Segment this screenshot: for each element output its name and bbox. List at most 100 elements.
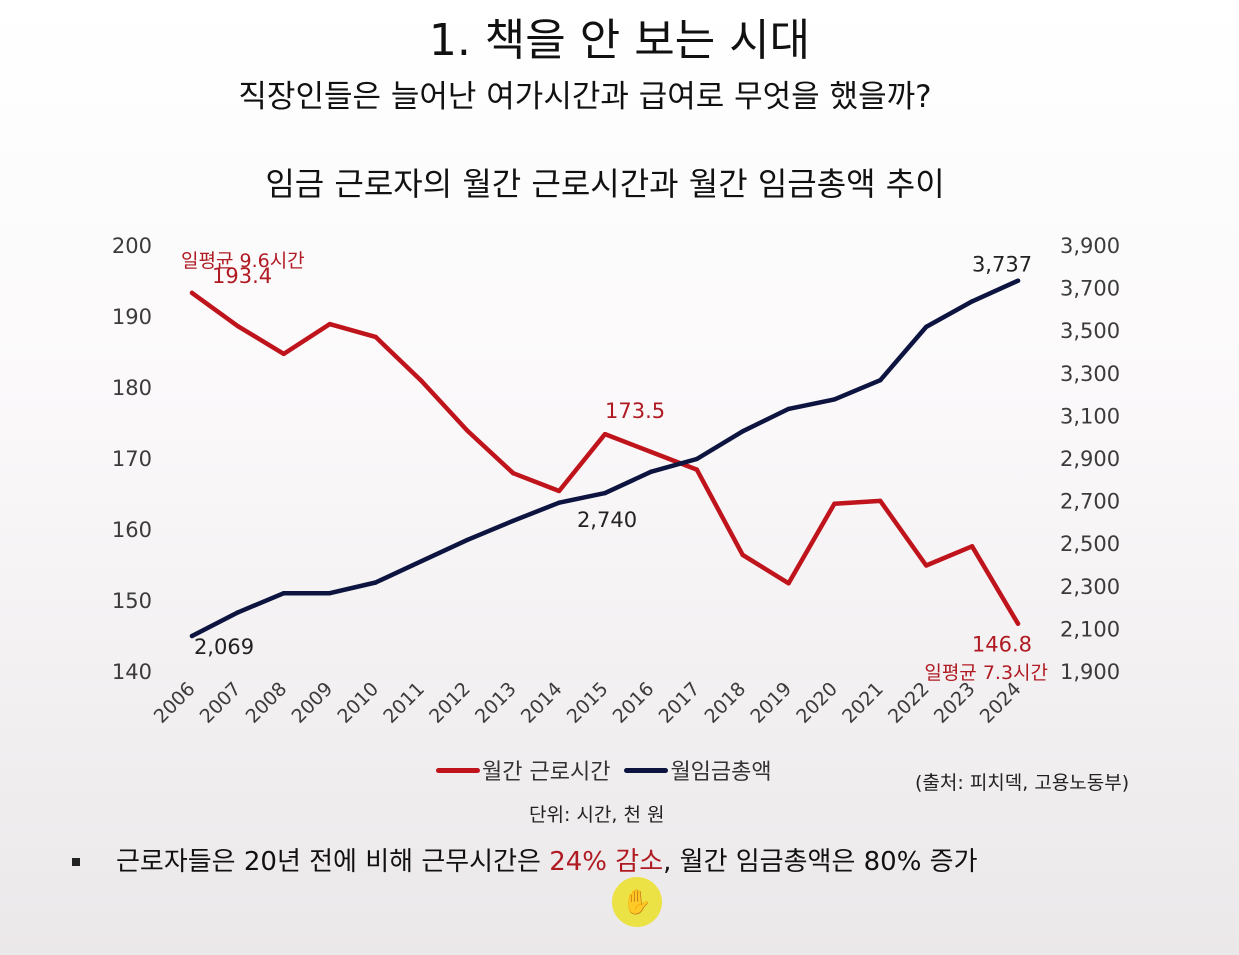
data-point-hours [327, 321, 332, 327]
data-point-hours [373, 334, 378, 340]
x-tick-label: 2013 [471, 678, 521, 728]
data-point-hours [740, 552, 745, 558]
x-tick-label: 2008 [242, 678, 292, 728]
data-point-wage [556, 500, 562, 505]
data-point-hours [556, 488, 562, 494]
data-point-hours [786, 581, 791, 586]
x-tick-label: 2022 [884, 678, 934, 728]
data-point-wage [648, 469, 654, 474]
y-left-tick-label: 170 [112, 447, 152, 471]
data-point-wage [924, 324, 929, 330]
x-tick-label: 2023 [930, 678, 980, 728]
y-left-tick-label: 150 [112, 589, 152, 613]
y-left-tick-label: 190 [112, 305, 152, 329]
annotation-daily-avg-2024: 일평균 7.3시간 [924, 662, 1048, 684]
data-point-hours [602, 431, 608, 437]
data-point-wage [969, 299, 975, 304]
y-right-tick-label: 2,100 [1060, 617, 1120, 641]
data-point-wage [786, 406, 791, 412]
summary-highlight: 24% 감소 [549, 847, 664, 877]
x-tick-label: 2014 [517, 678, 567, 728]
data-point-wage [373, 580, 378, 585]
y-right-tick-label: 3,100 [1060, 404, 1120, 428]
x-tick-label: 2016 [609, 678, 659, 728]
legend-item-hours: 월간 근로시간 [436, 754, 610, 786]
y-right-tick-label: 3,500 [1060, 319, 1120, 343]
data-point-wage [281, 590, 286, 596]
data-label-hours: 193.4 [212, 264, 272, 288]
x-tick-label: 2009 [287, 678, 337, 728]
unit-note: 단위: 시간, 천 원 [529, 804, 665, 826]
x-tick-label: 2010 [333, 678, 383, 728]
summary-text-after: , 월간 임금총액은 80% 증가 [663, 847, 978, 877]
legend-label-wage: 월임금총액 [670, 760, 772, 785]
y-right-tick-label: 3,700 [1060, 277, 1120, 301]
y-right-tick-label: 1,900 [1060, 660, 1120, 684]
data-label-hours: 173.5 [605, 399, 665, 423]
data-point-wage [235, 610, 241, 615]
data-point-wage [511, 518, 516, 523]
data-label-wage: 3,737 [972, 253, 1032, 277]
y-left-tick-label: 140 [112, 660, 152, 684]
x-tick-label: 2018 [700, 678, 750, 728]
data-point-hours [189, 290, 195, 296]
data-point-hours [465, 428, 470, 433]
page-subtitle: 직장인들은 늘어난 여가시간과 급여로 무엇을 했을까? [238, 79, 932, 115]
data-point-hours [648, 449, 654, 455]
legend-label-hours: 월간 근로시간 [482, 760, 611, 785]
legend-swatch-wage [624, 767, 669, 773]
x-tick-label: 2021 [838, 678, 888, 728]
y-left-tick-label: 180 [112, 376, 152, 400]
summary-bullet: 근로자들은 20년 전에 비해 근무시간은 24% 감소, 월간 임금총액은 8… [116, 844, 978, 880]
data-point-hours [235, 324, 241, 329]
x-tick-label: 2024 [976, 678, 1026, 728]
chart-title: 임금 근로자의 월간 근로시간과 월간 임금총액 추이 [265, 165, 945, 203]
x-tick-label: 2006 [150, 678, 200, 728]
chart-legend: 월간 근로시간 월임금총액 [436, 754, 786, 786]
data-point-wage [189, 633, 195, 639]
y-left-tick-label: 160 [112, 518, 152, 542]
y-right-tick-label: 3,900 [1060, 234, 1120, 258]
data-label-wage: 2,069 [194, 635, 254, 659]
data-label-wage: 2,740 [577, 508, 637, 532]
y-right-tick-label: 3,300 [1060, 362, 1120, 386]
data-point-wage [740, 429, 745, 434]
x-tick-label: 2012 [425, 678, 475, 728]
hand-grab-icon: ✋ [612, 877, 662, 927]
data-point-hours [832, 501, 837, 506]
data-point-hours [924, 563, 929, 568]
data-point-wage [419, 559, 424, 564]
data-label-hours: 146.8 [972, 633, 1032, 657]
x-tick-label: 2007 [196, 678, 246, 728]
page-title: 1. 책을 안 보는 시대 [428, 15, 811, 66]
data-point-wage [602, 490, 608, 496]
data-point-wage [694, 456, 699, 462]
data-point-wage [878, 377, 883, 383]
data-point-hours [511, 471, 516, 476]
x-tick-label: 2015 [563, 678, 613, 728]
line-chart: 200 190 180 170 160 150 140 3,900 3,700 3,500 3,30… [112, 234, 1120, 728]
x-tick-label: 2011 [379, 678, 429, 728]
y-right-tick-label: 2,500 [1060, 532, 1120, 556]
legend-swatch-hours [436, 767, 480, 773]
data-point-hours [419, 378, 424, 384]
y-right-tick-label: 2,300 [1060, 575, 1120, 599]
data-point-hours [694, 467, 699, 472]
data-point-wage [832, 397, 837, 402]
annotation-daily-avg-2006: 일평균 9.6시간 [181, 250, 305, 272]
data-point-hours [281, 351, 286, 357]
summary-text-before: 근로자들은 20년 전에 비해 근무시간은 [116, 847, 550, 877]
data-point-wage [1015, 278, 1021, 283]
y-left-tick-label: 200 [112, 234, 152, 258]
x-tick-label: 2020 [792, 678, 842, 728]
legend-item-wage: 월임금총액 [624, 754, 772, 786]
source-note: (출처: 피치덱, 고용노동부) [915, 772, 1130, 794]
data-point-hours [1015, 621, 1021, 626]
x-tick-label: 2017 [655, 678, 705, 728]
data-point-hours [969, 544, 975, 549]
data-point-wage [327, 590, 332, 596]
series-line-hours [189, 290, 1021, 626]
y-right-tick-label: 2,900 [1060, 447, 1120, 471]
bullet-marker [72, 858, 80, 866]
data-point-wage [465, 537, 470, 543]
